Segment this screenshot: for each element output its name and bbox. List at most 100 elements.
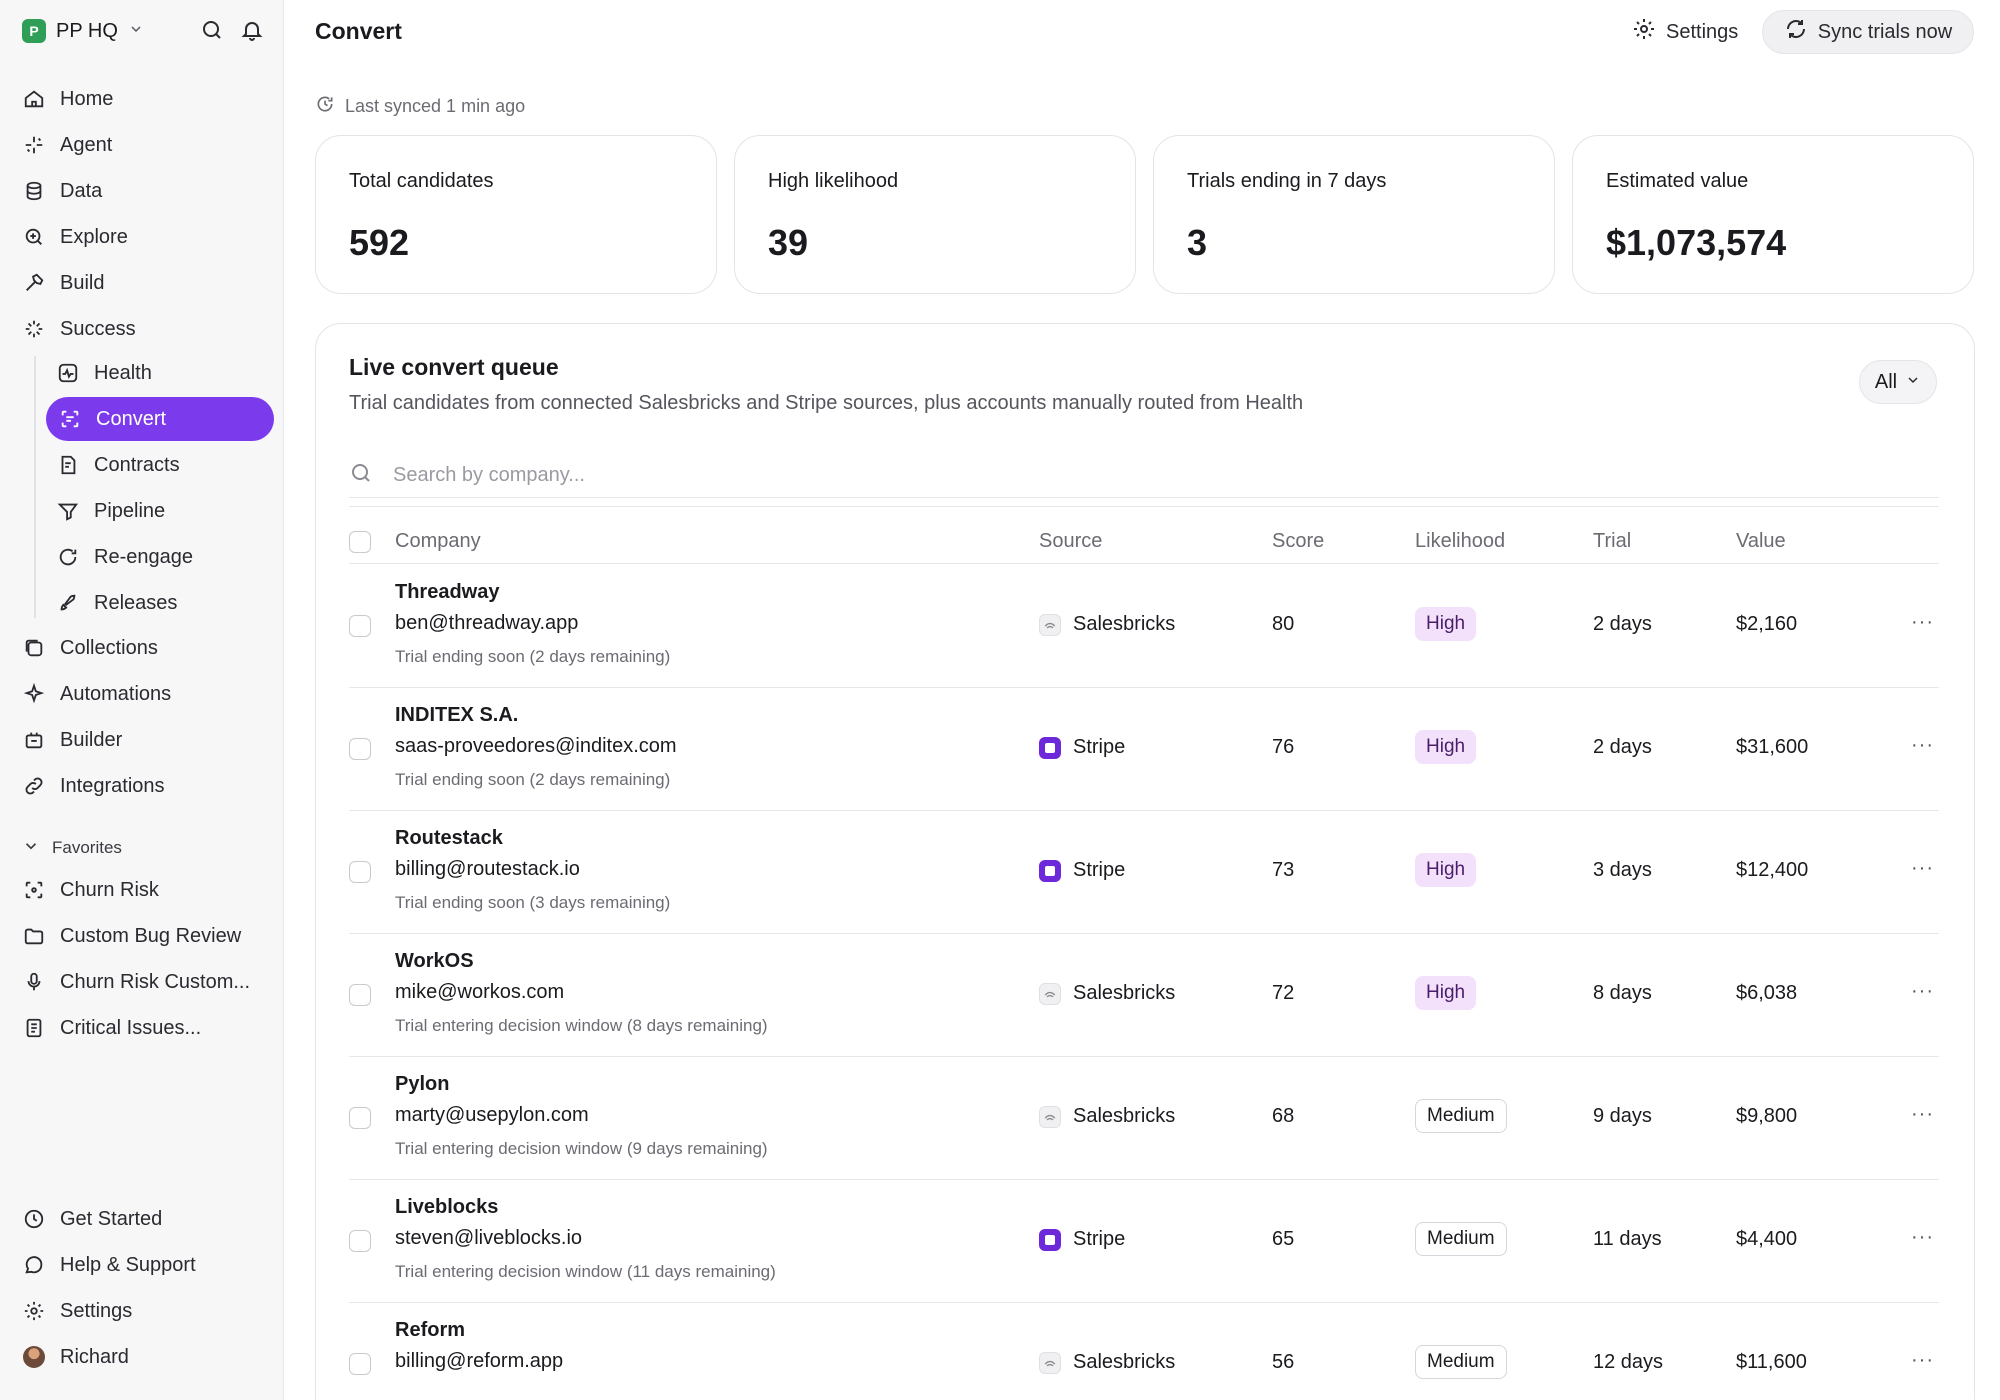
more-actions-icon[interactable]: ··· [1911,1103,1934,1125]
company-name[interactable]: Reform [395,1319,466,1341]
estimated-value: $6,038 [1736,982,1798,1004]
company-name[interactable]: INDITEX S.A. [395,704,519,726]
workspace-name: PP HQ [56,19,118,42]
company-email: ben@threadway.app [395,612,579,634]
trial-remaining: 12 days [1593,1351,1664,1373]
sidebar-item-reengage[interactable]: Re-engage [56,536,266,578]
queue-subtitle: Trial candidates from connected Salesbri… [349,392,1304,414]
chat-icon [22,1253,46,1277]
sidebar-item-data[interactable]: Data [22,170,272,212]
filter-value: All [1874,370,1898,393]
more-actions-icon[interactable]: ··· [1911,734,1934,756]
table-row[interactable]: Reform billing@reform.app Salesbricks 56 Med… [349,1303,1939,1400]
sidebar-item-build[interactable]: Build [22,262,272,304]
table-row[interactable]: Pylon marty@usepylon.com Trial entering de… [349,1057,1939,1180]
refresh-icon [1784,17,1808,47]
sidebar-item-pipeline[interactable]: Pipeline [56,490,266,532]
sidebar-item-automations[interactable]: Automations [22,673,272,715]
company-search [349,454,1939,498]
source-cell: Salesbricks [1039,1105,1175,1128]
company-email: billing@reform.app [395,1350,564,1372]
estimated-value: $11,600 [1736,1351,1807,1373]
sidebar-item-convert[interactable]: Convert [46,397,274,441]
queue-filter-dropdown[interactable]: All [1859,360,1937,404]
success-icon [22,317,46,341]
source-name: Stripe [1073,736,1126,758]
sidebar-item-agent[interactable]: Agent [22,124,272,166]
row-checkbox[interactable] [349,738,371,760]
search-input[interactable] [393,464,993,487]
row-checkbox[interactable] [349,1353,371,1375]
company-name[interactable]: Liveblocks [395,1196,499,1218]
col-likelihood[interactable]: Likelihood [1415,530,1506,552]
explore-icon [22,225,46,249]
sidebar-item-label: Help & Support [60,1253,196,1276]
page-title: Convert [315,18,402,44]
sidebar-item-builder[interactable]: Builder [22,719,272,761]
sidebar-item-success[interactable]: Success [22,308,272,350]
favorite-item-critical-issues[interactable]: Critical Issues... [22,1007,272,1049]
col-trial[interactable]: Trial [1593,530,1632,552]
sidebar-item-get-started[interactable]: Get Started [22,1198,272,1240]
sidebar-item-integrations[interactable]: Integrations [22,765,272,807]
search-icon[interactable] [200,18,224,47]
more-actions-icon[interactable]: ··· [1911,1226,1934,1248]
sidebar-item-settings[interactable]: Settings [22,1290,272,1332]
chevron-down-icon [1905,371,1921,394]
sidebar-item-label: Data [60,179,103,202]
stat-label: High likelihood [768,170,899,192]
table-row[interactable]: INDITEX S.A. saas-proveedores@inditex.com… [349,688,1939,811]
table-row[interactable]: Routestack billing@routestack.io Trial end… [349,811,1939,934]
table-row[interactable]: WorkOS mike@workos.com Trial entering deci… [349,934,1939,1057]
row-checkbox[interactable] [349,1107,371,1129]
favorites-toggle[interactable]: Favorites [22,836,122,860]
more-actions-icon[interactable]: ··· [1911,857,1934,879]
score: 72 [1272,982,1295,1004]
gear-icon [22,1299,46,1323]
sidebar-item-explore[interactable]: Explore [22,216,272,258]
bell-icon[interactable] [240,18,264,47]
favorite-item-churn-risk[interactable]: Churn Risk [22,869,272,911]
row-checkbox[interactable] [349,861,371,883]
sidebar-item-collections[interactable]: Collections [22,627,272,669]
more-actions-icon[interactable]: ··· [1911,611,1934,633]
sidebar-item-label: Success [60,317,136,340]
row-checkbox[interactable] [349,984,371,1006]
company-name[interactable]: Threadway [395,581,500,603]
sidebar-item-health[interactable]: Health [56,352,266,394]
select-all-checkbox[interactable] [349,531,371,553]
sidebar-item-label: Health [94,361,152,384]
clock-icon [22,1207,46,1231]
col-source[interactable]: Source [1039,530,1103,552]
more-actions-icon[interactable]: ··· [1911,1349,1934,1371]
sidebar-item-label: Builder [60,728,123,751]
favorite-item-custom-bug-review[interactable]: Custom Bug Review [22,915,272,957]
sidebar-item-home[interactable]: Home [22,78,272,120]
home-icon [22,87,46,111]
row-checkbox[interactable] [349,615,371,637]
sidebar-item-profile[interactable]: Richard [22,1336,272,1378]
company-email: marty@usepylon.com [395,1104,589,1126]
mic-icon [22,970,46,994]
col-value[interactable]: Value [1736,530,1786,552]
company-email: saas-proveedores@inditex.com [395,735,677,757]
sidebar-item-releases[interactable]: Releases [56,582,266,624]
col-company[interactable]: Company [395,530,481,552]
company-name[interactable]: Pylon [395,1073,450,1095]
rocket-icon [56,591,80,615]
more-actions-icon[interactable]: ··· [1911,980,1934,1002]
sidebar-item-help[interactable]: Help & Support [22,1244,272,1286]
settings-button[interactable]: Settings [1632,18,1738,46]
sidebar-item-contracts[interactable]: Contracts [56,444,266,486]
table-row[interactable]: Liveblocks steven@liveblocks.io Trial ente… [349,1180,1939,1303]
col-score[interactable]: Score [1272,530,1325,552]
salesbricks-icon [1039,1351,1061,1374]
row-checkbox[interactable] [349,1230,371,1252]
company-name[interactable]: Routestack [395,827,503,849]
sidebar: P PP HQ Home Agent Data Explore Build Su… [0,0,284,1400]
company-name[interactable]: WorkOS [395,950,474,972]
sync-trials-button[interactable]: Sync trials now [1762,10,1974,54]
workspace-switcher[interactable]: P PP HQ [22,18,144,44]
favorite-item-churn-risk-custom[interactable]: Churn Risk Custom... [22,961,272,1003]
table-row[interactable]: Threadway ben@threadway.app Trial ending s… [349,565,1939,688]
